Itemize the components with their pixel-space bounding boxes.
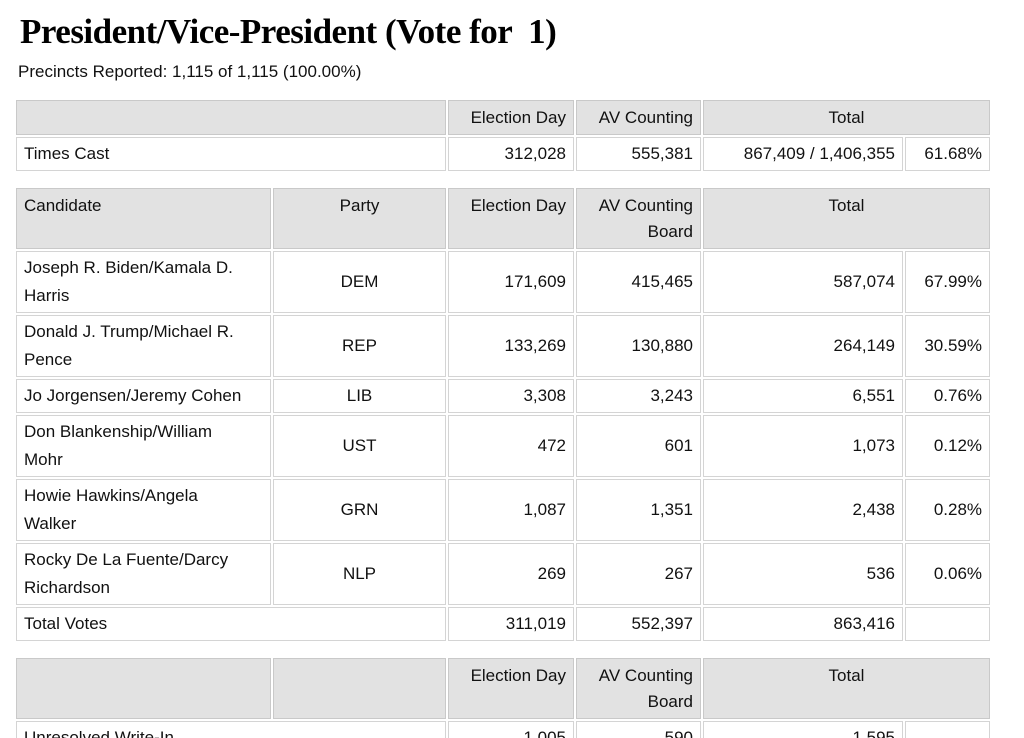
turnout-header-row: Election Day AV Counting Total [16,100,991,136]
percent-cell [905,607,991,642]
candidate-name: Jo Jorgensen/Jeremy Cohen [24,386,242,406]
election-day-votes: 311,019 [448,607,574,642]
empty-header-cell [16,100,446,136]
times-cast-percent: 61.68% [905,137,991,172]
col-header-av-counting: AV Counting [576,100,701,136]
av-counting-board-votes: 415,465 [576,251,701,314]
party-cell: UST [273,415,446,478]
col-header-election-day: Election Day [448,100,574,136]
total-votes-cell: 2,438 [703,479,903,542]
col-header-av-counting-board: AV Counting Board [576,658,701,720]
percent-cell: 30.59% [905,315,991,378]
times-cast-total: 867,409 / 1,406,355 [703,137,903,172]
party-cell: REP [273,315,446,378]
percent-cell: 67.99% [905,251,991,314]
candidate-name-cell: Jo Jorgensen/Jeremy Cohen [16,379,271,414]
total-votes-cell: 1,595 [703,721,903,738]
col-header-av-counting-board: AV Counting Board [576,188,701,250]
total-votes-cell: 6,551 [703,379,903,414]
total-votes-cell: 863,416 [703,607,903,642]
candidate-row: Joseph R. Biden/Kamala D. Harris DEM 171… [16,251,991,314]
col-header-candidate: Candidate [16,188,271,250]
candidate-name-cell: Donald J. Trump/Michael R. Pence [16,315,271,378]
total-votes-row: Total Votes 311,019 552,397 863,416 [16,607,991,642]
party-cell: NLP [273,543,446,606]
candidate-name: Donald J. Trump/Michael R. Pence [24,322,234,370]
av-counting-board-votes: 601 [576,415,701,478]
election-day-votes: 1,005 [448,721,574,738]
candidate-name-cell: Joseph R. Biden/Kamala D. Harris [16,251,271,314]
election-day-votes: 3,308 [448,379,574,414]
election-day-votes: 472 [448,415,574,478]
empty-header-cell [16,658,271,720]
candidate-name: Howie Hawkins/Angela Walker [24,486,198,534]
times-cast-election-day: 312,028 [448,137,574,172]
election-day-votes: 171,609 [448,251,574,314]
col-header-election-day: Election Day [448,658,574,720]
candidate-name: Don Blankenship/William Mohr [24,422,213,470]
election-day-votes: 1,087 [448,479,574,542]
av-counting-board-votes: 552,397 [576,607,701,642]
candidate-row: Don Blankenship/William Mohr UST 472 601… [16,415,991,478]
times-cast-row: Times Cast 312,028 555,381 867,409 / 1,4… [16,137,991,172]
candidate-name-cell: Don Blankenship/William Mohr [16,415,271,478]
percent-cell [905,721,991,738]
candidate-row: Rocky De La Fuente/Darcy Richardson NLP … [16,543,991,606]
col-header-total: Total [703,100,991,136]
av-counting-board-votes: 3,243 [576,379,701,414]
party-cell: DEM [273,251,446,314]
turnout-table: Election Day AV Counting Total Times Cas… [14,98,992,173]
party-cell: GRN [273,479,446,542]
candidate-name-cell: Rocky De La Fuente/Darcy Richardson [16,543,271,606]
election-day-votes: 269 [448,543,574,606]
candidate-row: Jo Jorgensen/Jeremy Cohen LIB 3,308 3,24… [16,379,991,414]
unresolved-writein-label: Unresolved Write-In [16,721,446,738]
election-day-votes: 133,269 [448,315,574,378]
candidate-name: Rocky De La Fuente/Darcy Richardson [24,550,229,598]
av-counting-board-votes: 590 [576,721,701,738]
candidate-row: Donald J. Trump/Michael R. Pence REP 133… [16,315,991,378]
col-header-election-day: Election Day [448,188,574,250]
percent-cell: 0.12% [905,415,991,478]
empty-header-cell [273,658,446,720]
total-votes-cell: 1,073 [703,415,903,478]
candidate-name: Joseph R. Biden/Kamala D. Harris [24,258,233,306]
percent-cell: 0.06% [905,543,991,606]
times-cast-av-counting: 555,381 [576,137,701,172]
total-votes-cell: 264,149 [703,315,903,378]
results-header-row: Candidate Party Election Day AV Counting… [16,188,991,250]
col-header-party: Party [273,188,446,250]
unresolved-writein-row: Unresolved Write-In 1,005 590 1,595 [16,721,991,738]
percent-cell: 0.28% [905,479,991,542]
candidate-results-table: Candidate Party Election Day AV Counting… [14,186,992,643]
precincts-reported: Precincts Reported: 1,115 of 1,115 (100.… [18,62,362,82]
total-votes-cell: 536 [703,543,903,606]
writein-table: Election Day AV Counting Board Total Unr… [14,656,992,738]
percent-cell: 0.76% [905,379,991,414]
col-header-total: Total [703,658,991,720]
contest-title: President/Vice-President (Vote for 1) [20,12,557,51]
candidate-name-cell: Howie Hawkins/Angela Walker [16,479,271,542]
candidate-row: Howie Hawkins/Angela Walker GRN 1,087 1,… [16,479,991,542]
writein-header-row: Election Day AV Counting Board Total [16,658,991,720]
times-cast-label: Times Cast [16,137,446,172]
party-cell: LIB [273,379,446,414]
total-votes-label: Total Votes [16,607,446,642]
av-counting-board-votes: 130,880 [576,315,701,378]
av-counting-board-votes: 267 [576,543,701,606]
col-header-total: Total [703,188,991,250]
av-counting-board-votes: 1,351 [576,479,701,542]
total-votes-cell: 587,074 [703,251,903,314]
